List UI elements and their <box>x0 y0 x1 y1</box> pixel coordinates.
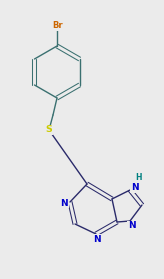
Text: N: N <box>93 235 101 244</box>
Text: N: N <box>131 184 139 193</box>
Text: Br: Br <box>53 21 63 30</box>
Text: H: H <box>136 174 142 182</box>
Text: N: N <box>128 222 136 230</box>
Text: N: N <box>60 198 68 208</box>
Text: S: S <box>46 126 52 134</box>
